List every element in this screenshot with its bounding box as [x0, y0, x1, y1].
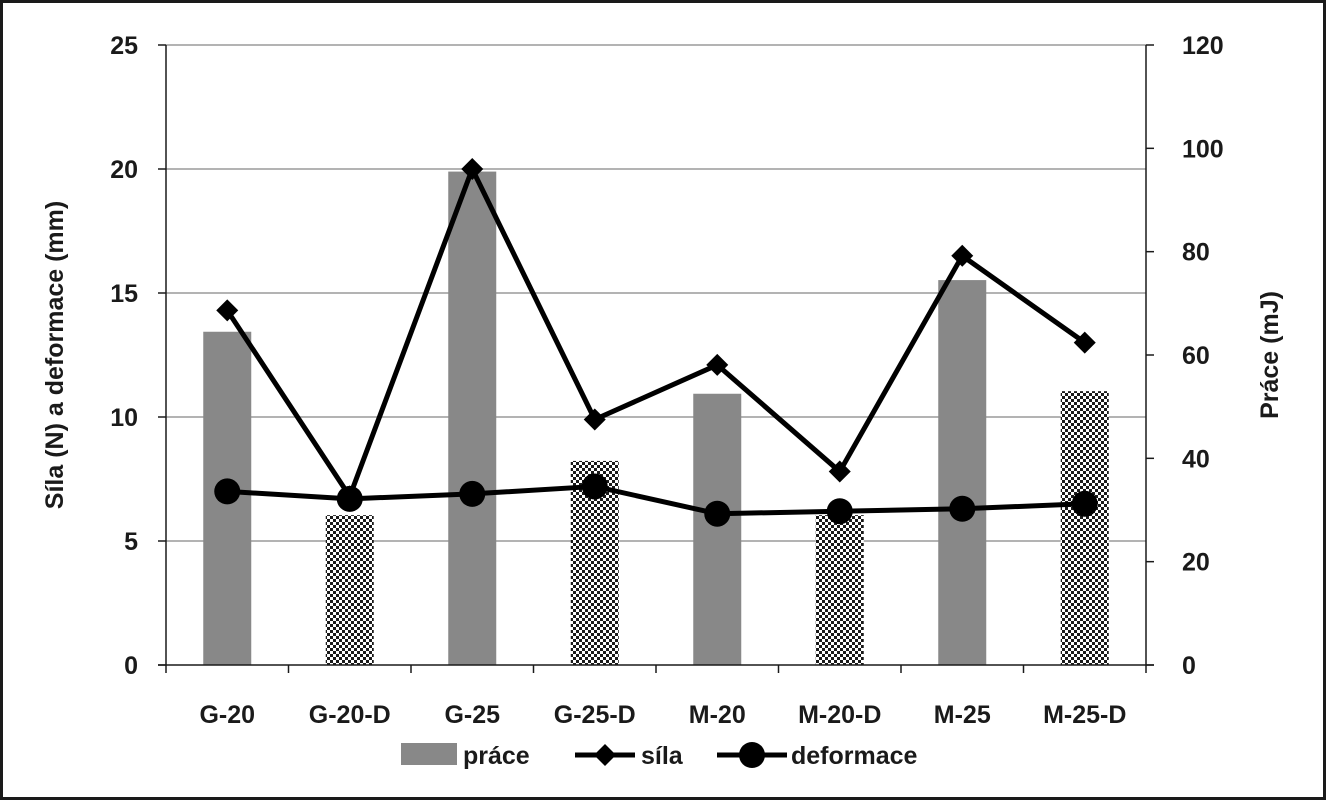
- y-left-tick-label: 20: [110, 156, 138, 184]
- point-sila-G-25: [461, 158, 484, 180]
- legend: práce síla deformace: [401, 742, 918, 770]
- point-deformace-M-20: [704, 500, 731, 527]
- bar-prace-M-20: [693, 393, 742, 665]
- point-deformace-G-20: [214, 478, 241, 505]
- bar-prace-M-25-D: [1060, 391, 1109, 665]
- y-axis-right-title: Práce (mJ): [1256, 291, 1284, 419]
- y-left-tick-label: 25: [110, 32, 138, 60]
- x-tick-label: G-25: [444, 701, 500, 729]
- point-sila-M-20-D: [828, 460, 851, 483]
- y-right-tick-label: 60: [1182, 342, 1210, 370]
- x-tick-label: G-20-D: [309, 701, 391, 729]
- y-right-tick-label: 100: [1182, 135, 1224, 163]
- line-sila: [225, 166, 1087, 499]
- x-tick-label: M-20: [689, 701, 746, 729]
- point-sila-G-20: [216, 299, 239, 322]
- point-sila-M-20: [706, 353, 729, 376]
- x-tick-label: M-25-D: [1043, 701, 1126, 729]
- y-left-tick-label: 0: [124, 652, 138, 680]
- point-sila-M-25: [951, 244, 974, 267]
- y-right-tick-label: 80: [1182, 239, 1210, 267]
- y-right-tick-label: 40: [1182, 445, 1210, 473]
- y-left-tick-label: 15: [110, 280, 138, 308]
- bar-prace-M-25: [938, 280, 987, 665]
- point-deformace-G-20-D: [336, 485, 363, 512]
- line-deformace: [227, 483, 1085, 517]
- x-tick-label: M-20-D: [798, 701, 881, 729]
- legend-marker-deformace: [739, 742, 765, 768]
- bar-prace-G-20-D: [325, 515, 374, 665]
- point-deformace-G-25-D: [581, 473, 608, 500]
- x-tick-label: G-20: [199, 701, 255, 729]
- y-left-tick-label: 10: [110, 404, 138, 432]
- legend-marker-sila: [594, 744, 616, 766]
- y-right-tick-label: 120: [1182, 32, 1224, 60]
- bar-prace-G-25: [448, 171, 497, 666]
- bar-prace-M-20-D: [815, 515, 864, 665]
- x-tick-label: M-25: [934, 701, 991, 729]
- legend-label-deformace: deformace: [791, 742, 918, 770]
- y-axis-left-title: Síla (N) a deformace (mm): [41, 201, 69, 509]
- y-left-tick-label: 5: [124, 528, 138, 556]
- legend-label-prace: práce: [463, 742, 530, 770]
- y-right-tick-label: 20: [1182, 549, 1210, 577]
- point-sila-G-25-D: [583, 408, 606, 431]
- legend-swatch-prace: [401, 743, 457, 765]
- combo-chart: 0 5 10 15 20 25 0 20 40 60 80 100 120 G-20 G-20-D G-25 G…: [41, 32, 1284, 770]
- point-deformace-M-20-D: [826, 498, 853, 525]
- point-deformace-M-25: [949, 495, 976, 522]
- point-deformace-M-25-D: [1071, 490, 1098, 517]
- point-sila-M-25-D: [1073, 331, 1096, 354]
- x-tick-label: G-25-D: [554, 701, 636, 729]
- point-deformace-G-25: [459, 480, 486, 507]
- legend-label-sila: síla: [641, 742, 684, 770]
- y-right-tick-label: 0: [1182, 652, 1196, 680]
